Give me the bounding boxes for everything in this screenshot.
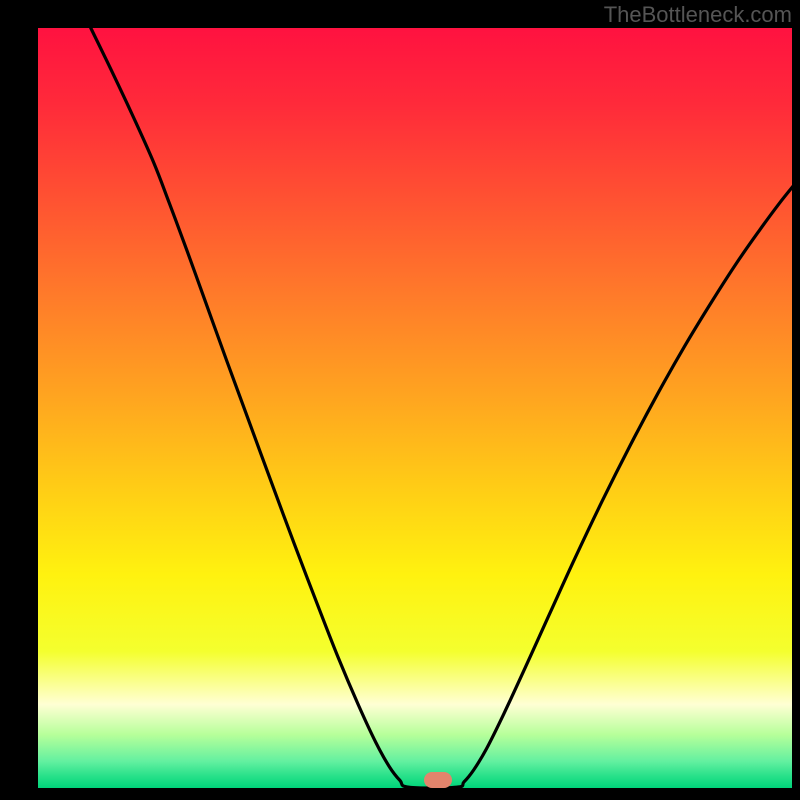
plot-gradient-background [38,28,792,788]
optimal-point-marker [424,772,452,788]
watermark-text: TheBottleneck.com [604,2,792,28]
chart-container: TheBottleneck.com [0,0,800,800]
